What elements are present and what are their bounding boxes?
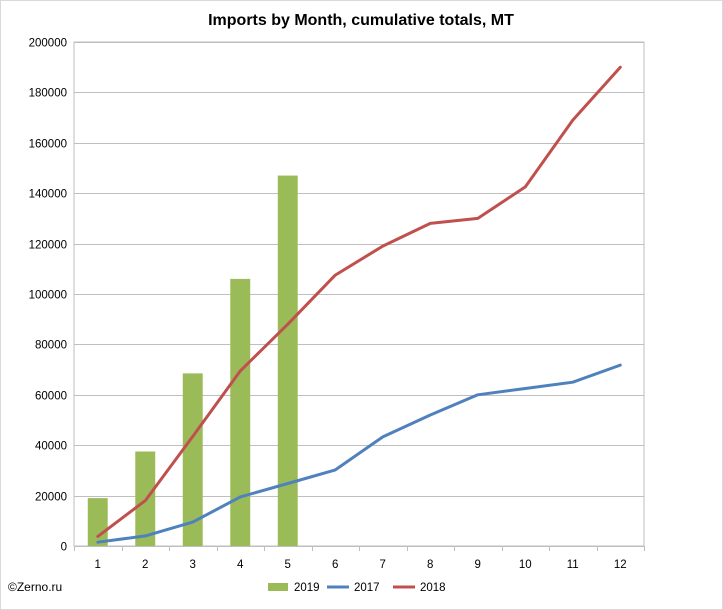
y-tick-label: 160000 xyxy=(29,139,67,151)
gridlines xyxy=(73,41,645,547)
x-axis: 1 2 3 4 5 6 7 8 9 10 11 12 xyxy=(74,546,645,571)
x-tick-label: 2 xyxy=(142,559,148,571)
bar-2019 xyxy=(277,175,298,546)
x-tick-label: 9 xyxy=(475,559,481,571)
y-tick-label: 40000 xyxy=(35,441,67,453)
credit-text: ©Zerno.ru xyxy=(8,580,63,594)
line-2018 xyxy=(96,65,622,538)
x-tick-label: 5 xyxy=(285,559,291,571)
y-tick-label: 20000 xyxy=(35,492,67,504)
legend-label-2019: 2019 xyxy=(294,582,320,594)
y-tick-label: 200000 xyxy=(29,38,67,50)
x-tick-label: 11 xyxy=(567,559,579,571)
legend-label-2018: 2018 xyxy=(420,582,446,594)
bar-2019 xyxy=(182,373,203,546)
bar-series xyxy=(87,175,298,546)
y-tick-label: 100000 xyxy=(29,290,67,302)
x-tick-label: 4 xyxy=(237,559,244,571)
y-tick-label: 80000 xyxy=(35,340,67,352)
legend-swatch-2019 xyxy=(268,583,288,591)
y-tick-label: 180000 xyxy=(29,88,67,100)
chart-title: Imports by Month, cumulative totals, MT xyxy=(208,12,514,29)
legend-label-2017: 2017 xyxy=(354,582,380,594)
line-2017 xyxy=(96,363,622,544)
y-tick-label: 120000 xyxy=(29,240,67,252)
x-tick-label: 3 xyxy=(190,559,196,571)
y-tick-label: 60000 xyxy=(35,391,67,403)
legend: 2019 2017 2018 xyxy=(268,582,446,594)
y-tick-label: 140000 xyxy=(29,189,67,201)
line-series xyxy=(96,65,622,544)
x-tick-label: 8 xyxy=(427,559,433,571)
x-tick-label: 7 xyxy=(380,559,386,571)
x-tick-label: 1 xyxy=(95,559,101,571)
x-tick-label: 12 xyxy=(614,559,627,571)
y-tick-label: 0 xyxy=(61,542,67,554)
x-tick-label: 6 xyxy=(332,559,338,571)
bar-2019 xyxy=(230,278,251,546)
x-tick-label: 10 xyxy=(519,559,532,571)
y-axis: 0 20000 40000 60000 80000 100000 120000 140000 1… xyxy=(29,38,67,554)
bar-2019 xyxy=(87,498,108,546)
